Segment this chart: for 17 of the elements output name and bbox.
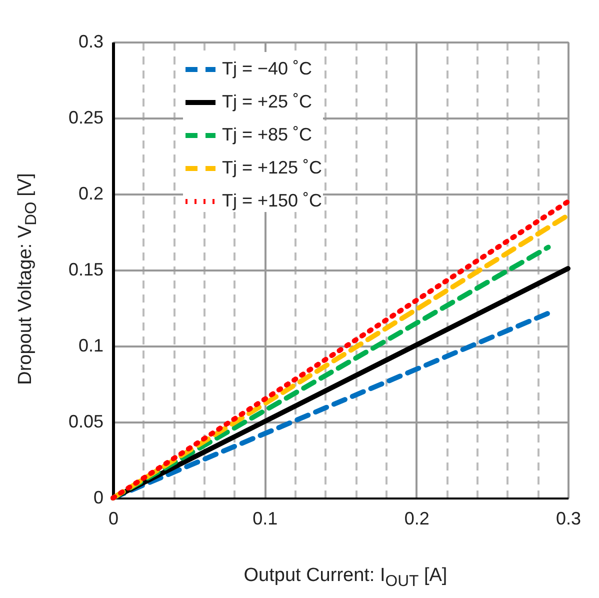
x-tick-label: 0 <box>108 508 119 528</box>
y-tick-label: 0.05 <box>68 412 104 432</box>
y-tick-label: 0.25 <box>68 108 104 128</box>
y-tick-label: 0.1 <box>78 336 104 356</box>
y-tick-label: 0.15 <box>68 260 104 280</box>
x-tick-label: 0.3 <box>556 508 582 528</box>
legend-label: Tj = +85 ˚C <box>222 124 312 144</box>
x-axis-title: Output Current: I$_{OUT}$ [A] <box>242 565 448 591</box>
x-tick-label: 0.1 <box>252 508 278 528</box>
y-tick-label: 0.2 <box>78 184 104 204</box>
x-tick-label: 0.2 <box>404 508 430 528</box>
y-tick-label: 0 <box>93 488 104 508</box>
legend-label: Tj = −40 ˚C <box>222 58 312 78</box>
legend-label: Tj = +25 ˚C <box>222 92 312 112</box>
legend-label: Tj = +150 ˚C <box>222 190 322 210</box>
y-tick-label: 0.3 <box>78 32 104 52</box>
legend-label: Tj = +125 ˚C <box>222 158 322 178</box>
